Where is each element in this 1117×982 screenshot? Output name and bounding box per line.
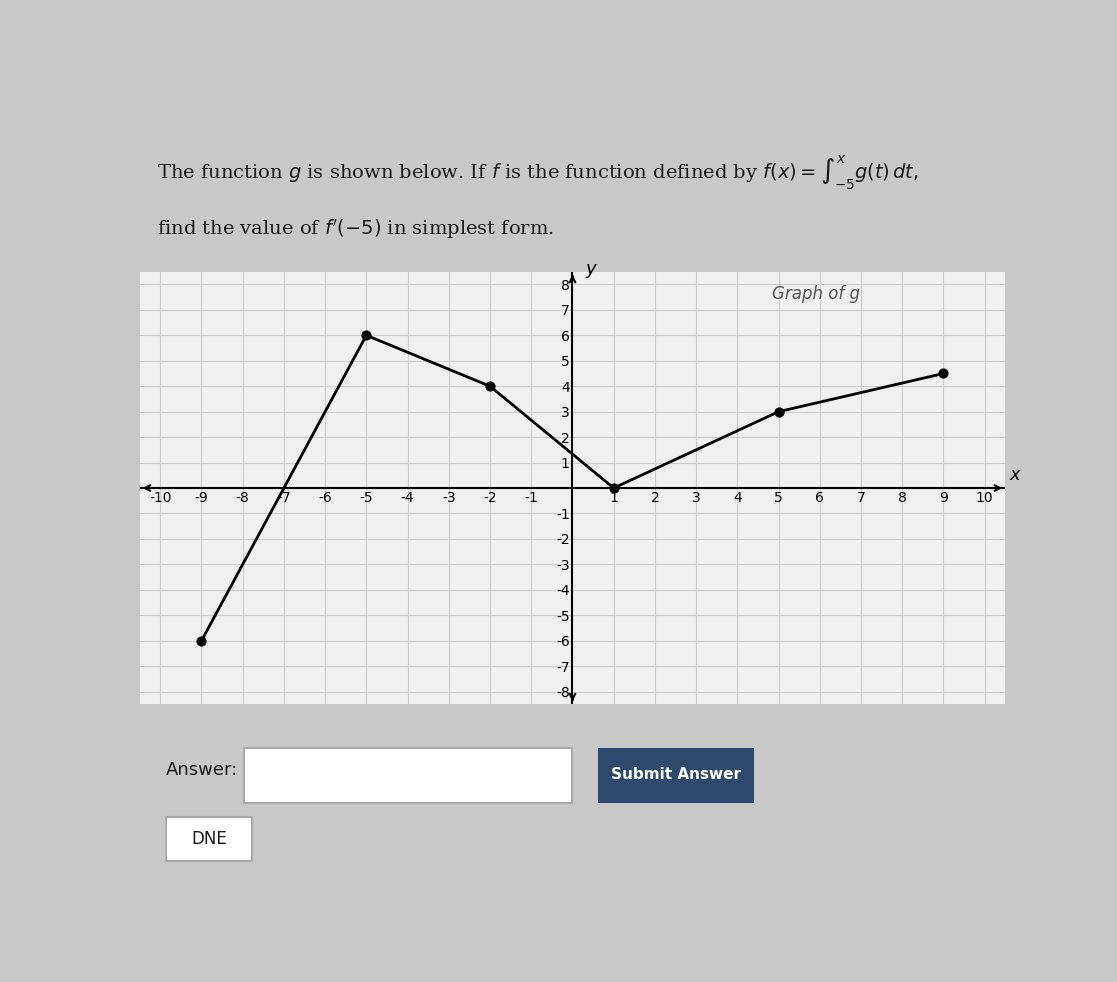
Text: Submit Answer: Submit Answer [611,767,742,783]
Text: The function $g$ is shown below. If $f$ is the function defined by $f(x) = \int_: The function $g$ is shown below. If $f$ … [156,153,919,191]
Text: Answer:: Answer: [165,761,238,779]
Point [935,365,953,381]
Bar [244,748,572,803]
Text: Graph of g: Graph of g [772,285,860,302]
Point [770,404,787,419]
Point [604,480,622,496]
Text: DNE: DNE [191,831,227,848]
Bar [599,748,754,803]
Bar [165,817,252,861]
Text: $y$: $y$ [585,262,598,280]
Text: find the value of $f'(-5)$ in simplest form.: find the value of $f'(-5)$ in simplest f… [156,217,554,241]
Point [481,378,499,394]
Point [192,633,210,649]
Text: $x$: $x$ [1010,466,1023,484]
Point [357,327,375,343]
